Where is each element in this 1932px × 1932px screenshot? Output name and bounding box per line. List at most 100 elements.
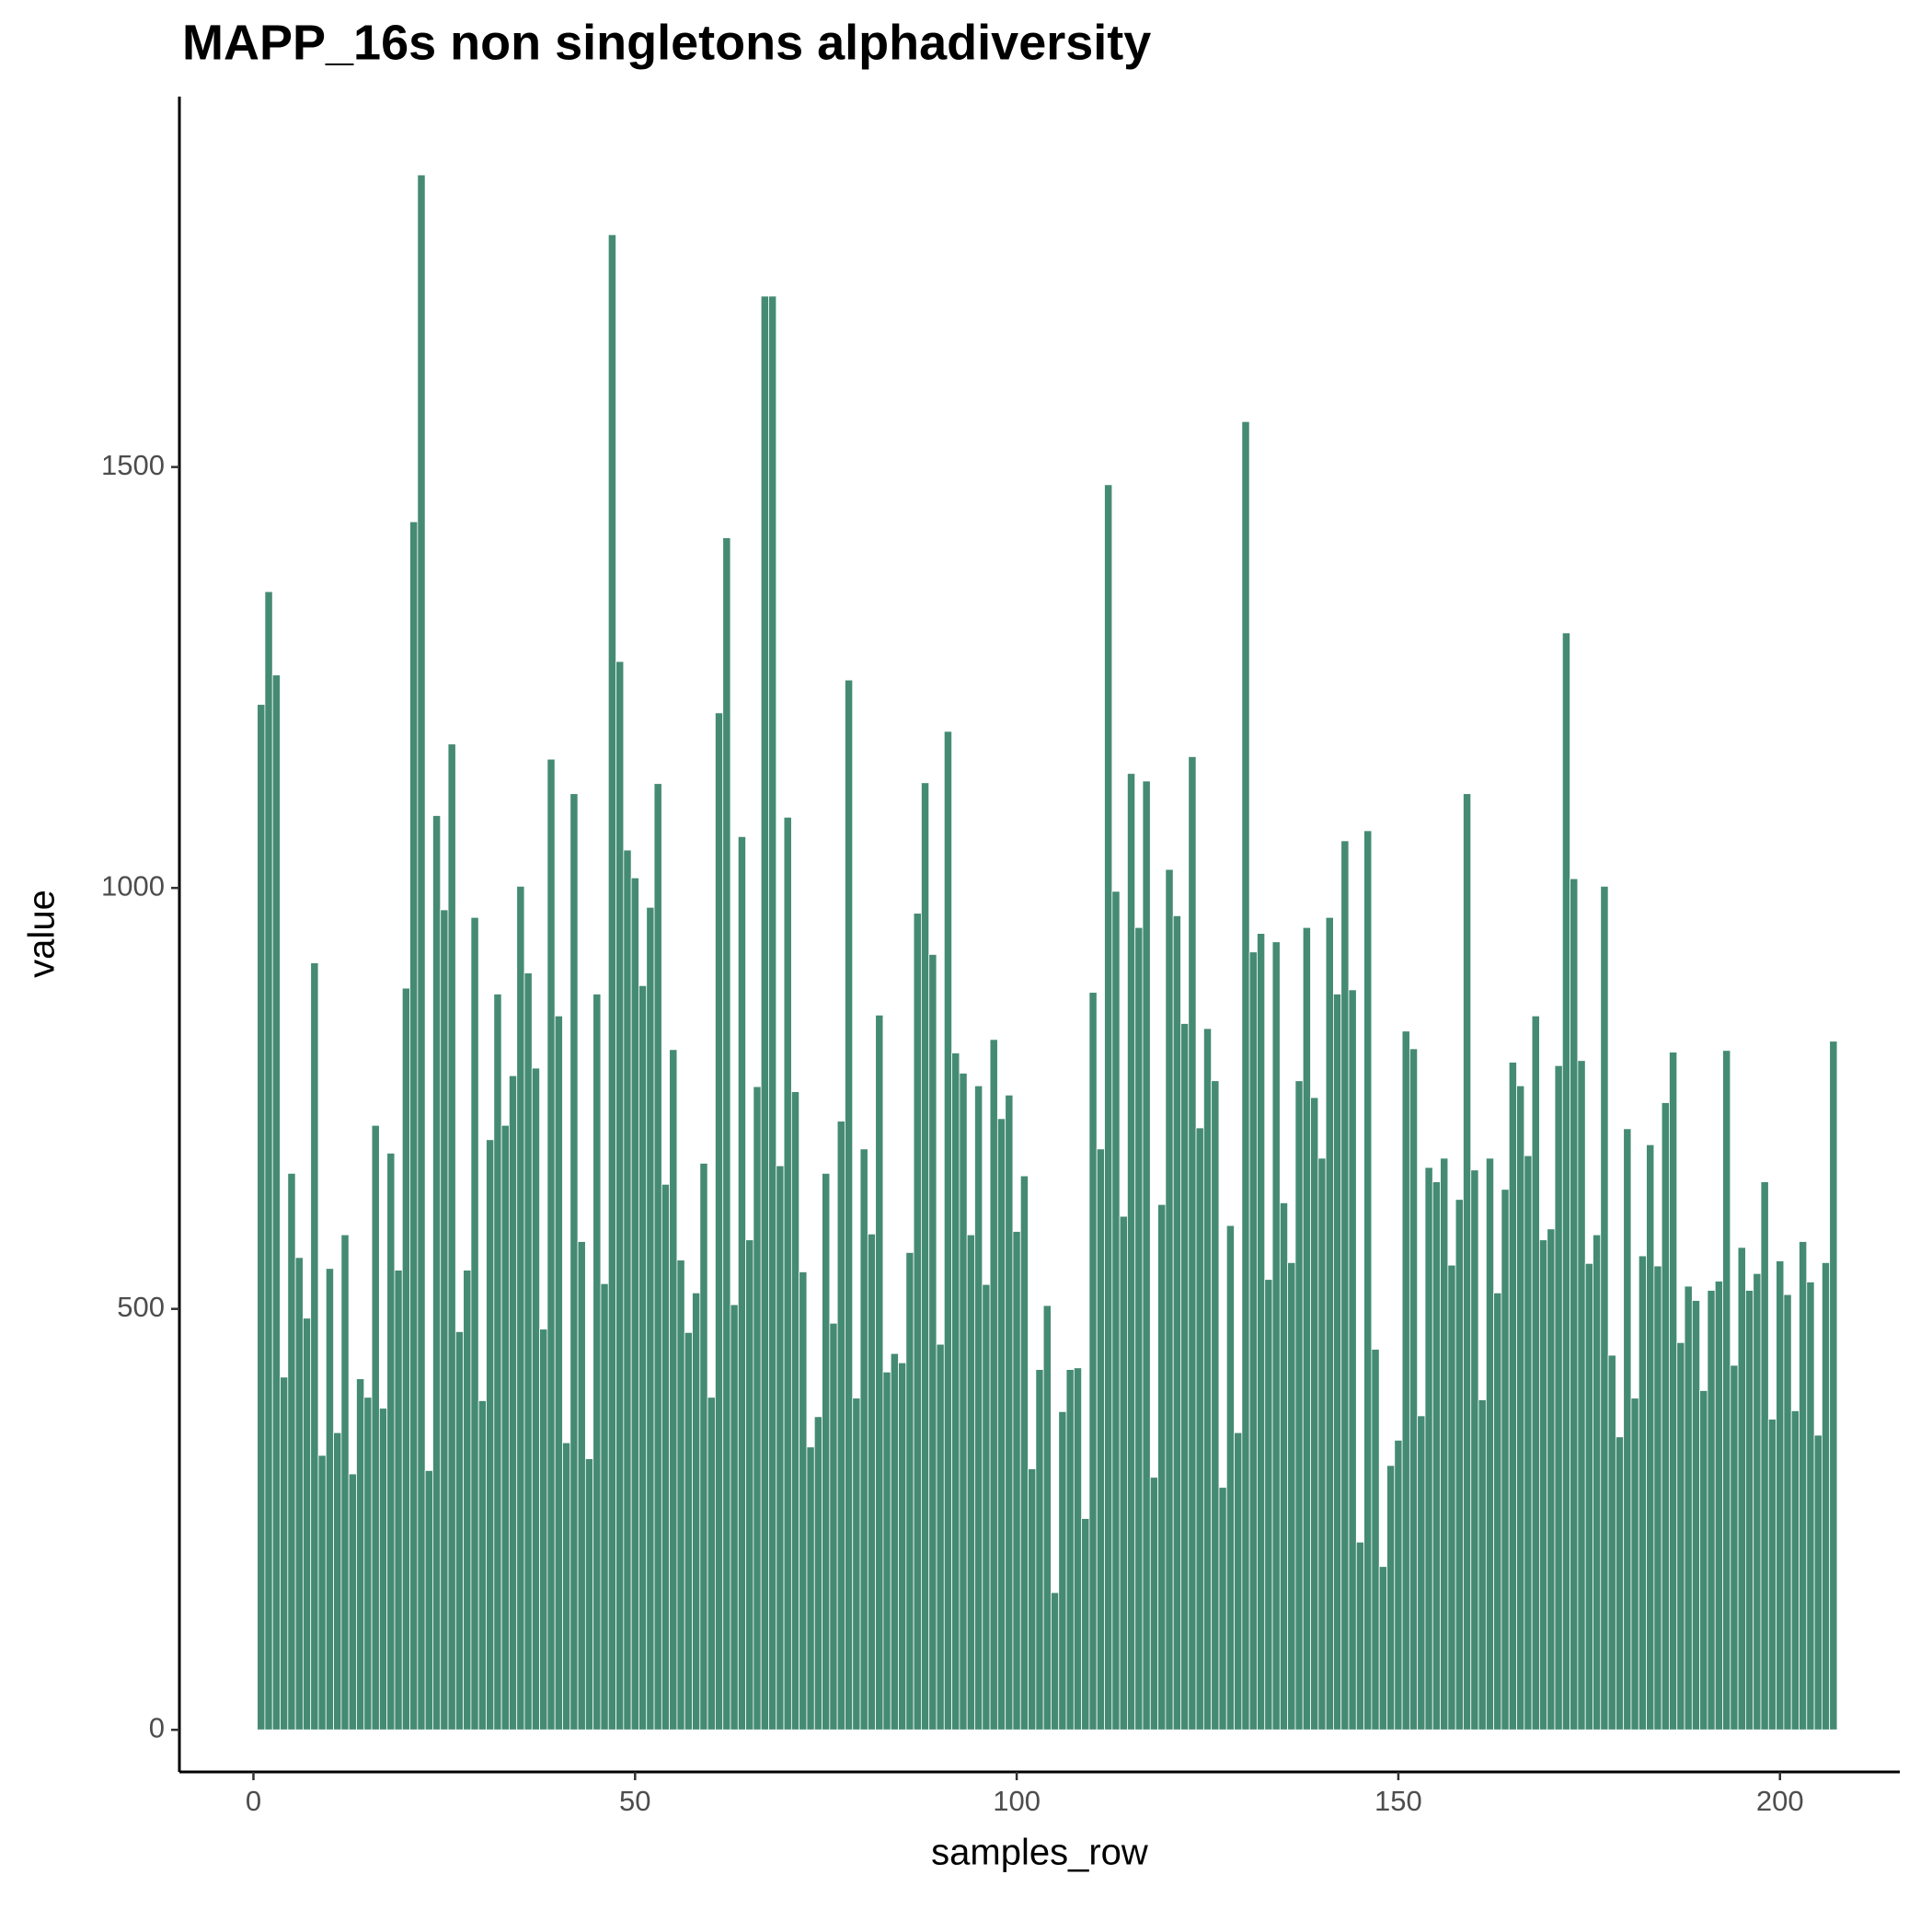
bar	[500, 1124, 510, 1731]
bar	[745, 1239, 754, 1731]
bar	[516, 885, 525, 1731]
bar	[753, 1086, 762, 1731]
bar	[264, 591, 273, 1731]
bar	[669, 1049, 678, 1731]
bar	[1096, 1148, 1105, 1731]
bar	[1202, 1028, 1213, 1731]
bar	[1157, 1203, 1167, 1731]
bar	[829, 1322, 838, 1731]
bar	[898, 1362, 907, 1731]
bar	[1463, 793, 1472, 1731]
bar	[1485, 1157, 1495, 1731]
bar	[1340, 840, 1350, 1731]
bar	[1134, 926, 1144, 1731]
bar	[569, 793, 579, 1731]
bar	[371, 1124, 380, 1731]
bar	[615, 661, 625, 1731]
bar	[1271, 941, 1281, 1731]
bar	[722, 537, 731, 1731]
bar	[1799, 1241, 1808, 1731]
bar	[921, 782, 930, 1731]
bar	[996, 1118, 1006, 1731]
bar	[1317, 1157, 1327, 1731]
bar	[607, 234, 616, 1731]
bar	[974, 1085, 983, 1731]
bar	[1058, 1410, 1067, 1731]
bar	[394, 1270, 403, 1731]
bar	[813, 1416, 822, 1731]
bar	[1806, 1282, 1815, 1731]
bar	[845, 679, 854, 1731]
bar	[584, 1458, 594, 1731]
bar	[1065, 1369, 1075, 1731]
bar	[1440, 1157, 1449, 1731]
bar	[325, 1268, 334, 1731]
bar	[317, 1455, 327, 1731]
bar	[1501, 1189, 1510, 1731]
chart-title: MAPP_16s non singletons alphadiversity	[182, 15, 1151, 70]
bar	[699, 1163, 708, 1731]
bar	[1821, 1261, 1831, 1731]
bar	[913, 913, 922, 1731]
bar	[1348, 989, 1357, 1731]
bar	[1813, 1434, 1823, 1731]
bar	[1417, 1415, 1426, 1731]
x-tick-label: 0	[246, 1785, 261, 1817]
bar	[1607, 1354, 1616, 1731]
bar	[1508, 1062, 1517, 1731]
bar	[562, 1442, 571, 1731]
bar	[271, 674, 281, 1731]
bar	[440, 909, 449, 1731]
bar	[1401, 1030, 1410, 1731]
bar	[1531, 1015, 1540, 1731]
bar	[454, 1331, 465, 1731]
bar	[577, 1241, 586, 1731]
x-axis-label: samples_row	[931, 1833, 1148, 1873]
bar	[1264, 1279, 1273, 1731]
bar	[1127, 773, 1136, 1731]
bar	[477, 1400, 487, 1731]
bar	[737, 835, 746, 1731]
bar	[1714, 1281, 1723, 1731]
bar	[1829, 1041, 1838, 1731]
bar	[1180, 1023, 1190, 1731]
bar	[386, 1153, 396, 1731]
bar	[1478, 1399, 1487, 1731]
bar	[1745, 1290, 1754, 1731]
y-tick-label: 0	[149, 1711, 165, 1743]
bar	[1073, 1367, 1083, 1731]
bar	[989, 1039, 998, 1731]
bar	[378, 1408, 388, 1731]
bar	[1684, 1285, 1693, 1731]
bar	[730, 1304, 739, 1731]
bar	[1394, 1440, 1403, 1731]
bar	[1669, 1052, 1678, 1731]
bar	[1012, 1231, 1021, 1731]
bar	[531, 1067, 540, 1731]
bar	[1547, 1228, 1556, 1731]
bar	[1646, 1144, 1655, 1731]
bar	[1470, 1169, 1479, 1731]
bar	[1676, 1341, 1685, 1731]
y-tick-label: 500	[117, 1291, 165, 1323]
bar	[1593, 1234, 1602, 1731]
bar	[546, 758, 556, 1731]
bar	[539, 1328, 548, 1731]
bar	[1539, 1239, 1548, 1731]
x-tick-label: 100	[993, 1785, 1041, 1817]
bar	[1653, 1265, 1662, 1731]
bar	[822, 1172, 831, 1731]
bar	[1363, 830, 1373, 1731]
bar	[1524, 1155, 1533, 1731]
bar	[1172, 914, 1181, 1731]
bar	[1584, 1262, 1593, 1731]
bar	[356, 1378, 365, 1731]
y-tick-label: 1500	[101, 449, 165, 481]
y-axis-label: value	[22, 890, 63, 978]
bar	[1195, 1127, 1204, 1731]
bar	[1371, 1349, 1380, 1731]
bar	[1447, 1264, 1456, 1731]
bar	[1310, 1097, 1319, 1731]
bar	[661, 1183, 671, 1731]
